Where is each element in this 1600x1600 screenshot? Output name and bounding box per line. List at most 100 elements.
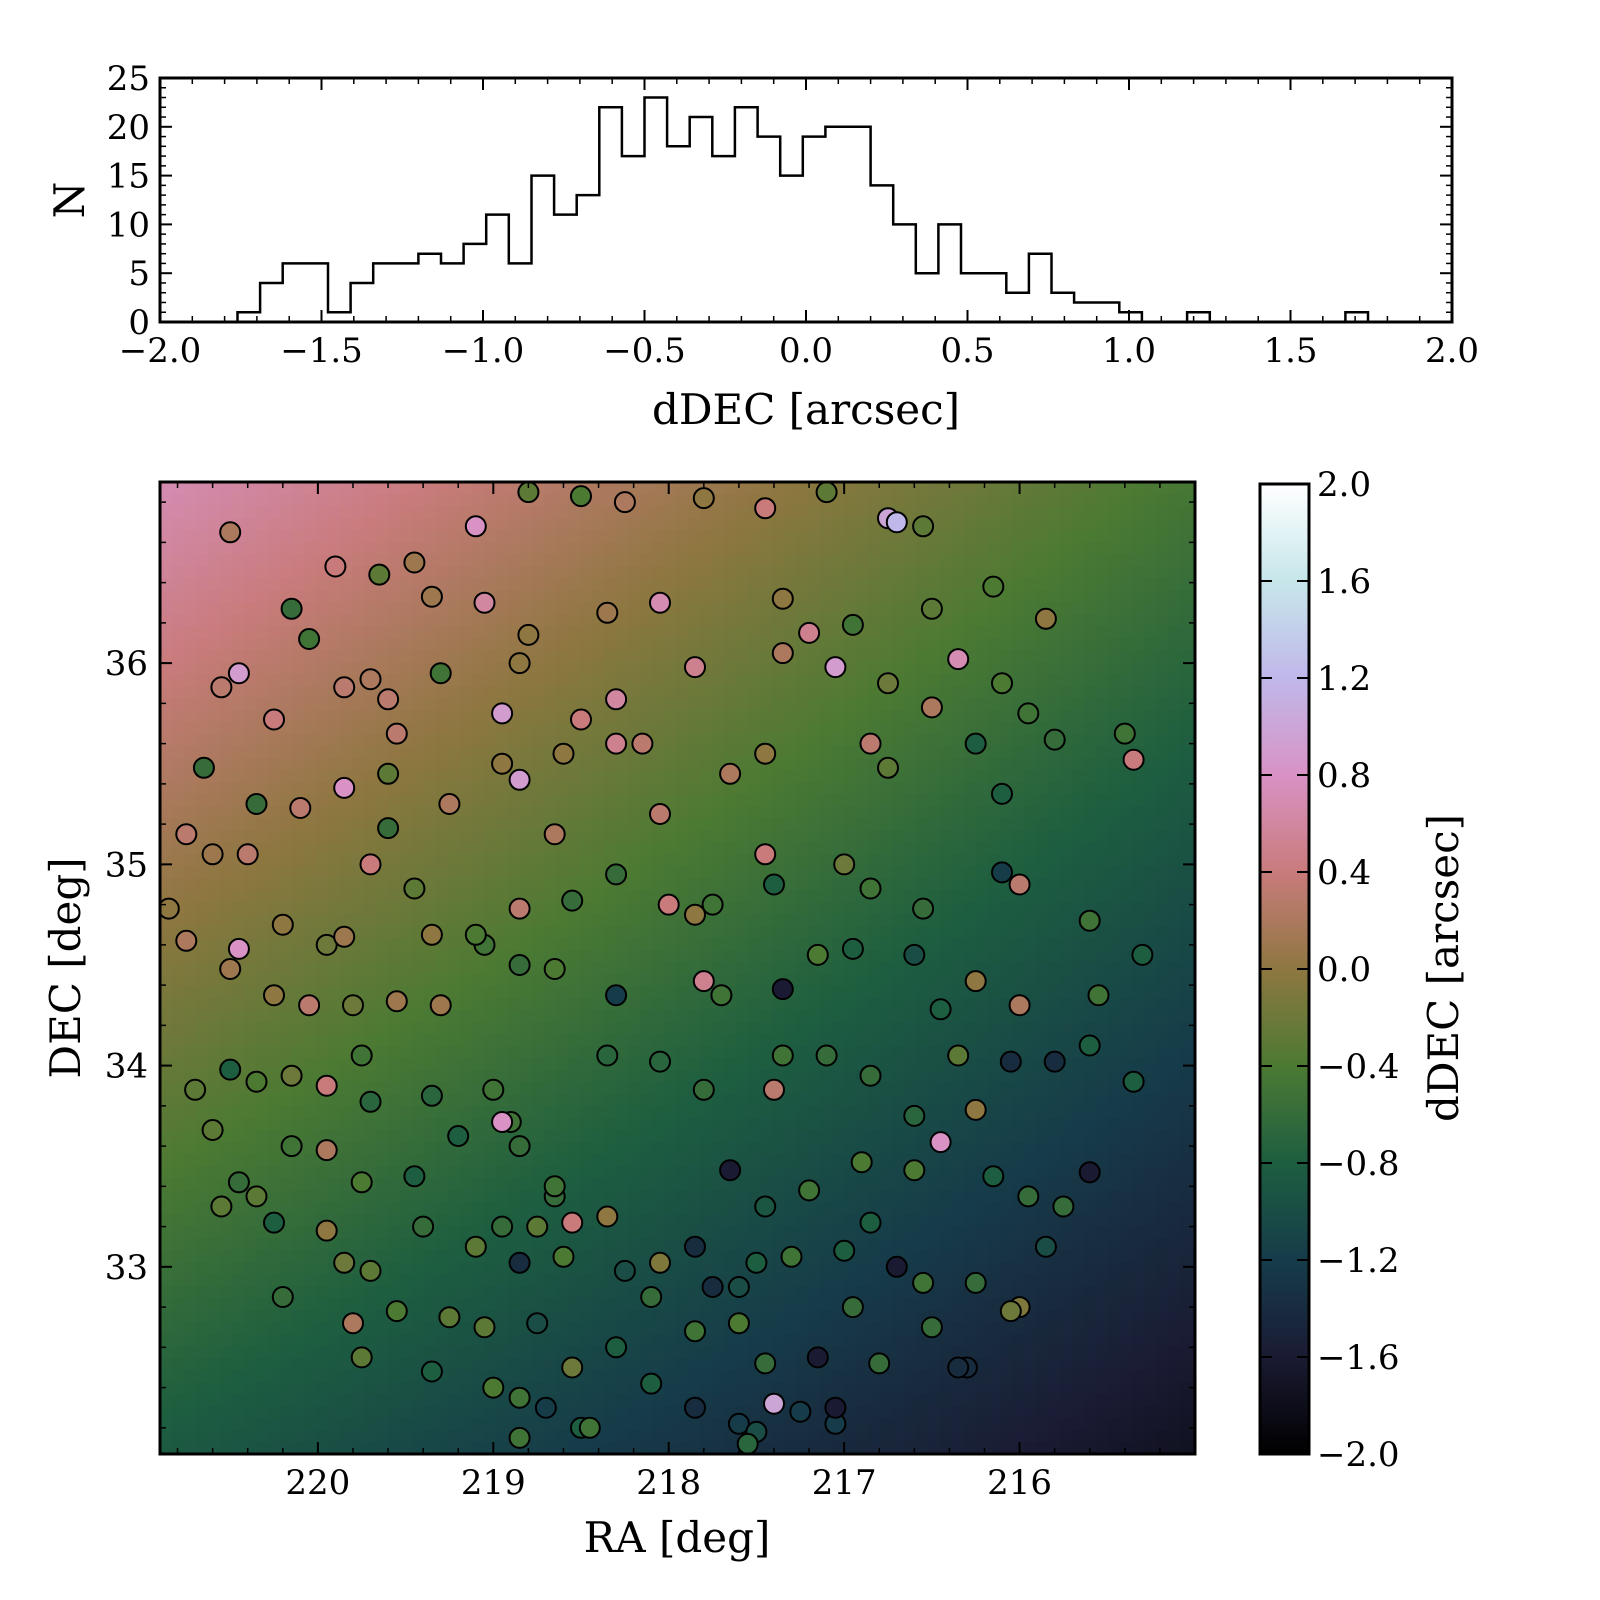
source-point bbox=[1017, 1185, 1040, 1208]
histogram-step-line bbox=[214, 96, 1370, 324]
source-point bbox=[508, 954, 531, 976]
source-point bbox=[806, 1346, 829, 1369]
source-point bbox=[236, 843, 259, 866]
source-point bbox=[464, 515, 487, 538]
source-point bbox=[763, 873, 785, 896]
source-point bbox=[289, 797, 312, 819]
source-point bbox=[885, 1255, 908, 1278]
source-point bbox=[552, 742, 575, 765]
source-point bbox=[175, 823, 198, 846]
source-point bbox=[526, 1312, 549, 1335]
source-point bbox=[1043, 1050, 1066, 1073]
source-point bbox=[841, 613, 864, 636]
source-point bbox=[815, 1044, 838, 1067]
source-point bbox=[359, 1090, 382, 1113]
source-point bbox=[771, 642, 794, 665]
source-point bbox=[1043, 728, 1066, 751]
source-point bbox=[561, 1356, 584, 1379]
source-point bbox=[763, 1392, 785, 1415]
source-point bbox=[754, 843, 777, 866]
source-point bbox=[877, 672, 899, 695]
source-point bbox=[605, 688, 628, 711]
source-point bbox=[982, 1165, 1005, 1188]
sky-map-background bbox=[160, 482, 1195, 1454]
source-point bbox=[377, 817, 400, 840]
source-point bbox=[227, 937, 250, 960]
source-point bbox=[368, 563, 391, 586]
source-point bbox=[508, 1386, 531, 1409]
source-point bbox=[701, 893, 724, 916]
source-point bbox=[482, 1078, 505, 1101]
source-point bbox=[324, 555, 347, 578]
colorbar-tick-label: 1.6 bbox=[1317, 562, 1371, 602]
sky-map-ticks: 220 219 218 217 216 33 34 35 36 bbox=[105, 482, 1196, 1503]
histogram-panel: −2.0 −1.5 −1.0 −0.5 0.0 0.5 1.0 1.5 2.0 0 5 10 15 20 2… bbox=[45, 59, 1479, 434]
sky-map-y-label: DEC [deg] bbox=[41, 857, 90, 1078]
histogram-x-tick-label: 0.5 bbox=[940, 331, 994, 371]
source-point bbox=[570, 708, 592, 731]
source-point bbox=[1008, 873, 1031, 896]
source-point bbox=[824, 656, 847, 679]
source-point bbox=[342, 1312, 364, 1335]
source-point bbox=[219, 1058, 242, 1081]
source-point bbox=[412, 1215, 435, 1238]
source-point bbox=[1078, 1034, 1101, 1057]
colorbar: 2.0 1.6 1.2 0.8 0.4 0.0 −0.4 −0.8 −1.2 −1.6 −2.0 d… bbox=[1258, 465, 1468, 1475]
sky-map-y-tick-label: 33 bbox=[105, 1248, 148, 1288]
source-point bbox=[815, 482, 838, 504]
source-point bbox=[684, 1235, 706, 1258]
source-point bbox=[859, 877, 882, 900]
source-point bbox=[219, 958, 242, 980]
source-point bbox=[245, 793, 268, 815]
source-point bbox=[1008, 994, 1031, 1017]
source-point bbox=[201, 843, 224, 866]
histogram-x-tick-label: −1.0 bbox=[442, 331, 525, 371]
source-point bbox=[692, 1078, 715, 1101]
source-point bbox=[429, 994, 452, 1017]
source-point bbox=[920, 1316, 943, 1339]
source-point bbox=[333, 676, 356, 699]
source-point bbox=[1078, 909, 1101, 932]
source-point bbox=[649, 1050, 671, 1073]
sky-map-x-label: RA [deg] bbox=[584, 1513, 771, 1562]
source-point bbox=[552, 1245, 575, 1268]
source-point bbox=[1034, 1235, 1057, 1258]
histogram-x-label: dDEC [arcsec] bbox=[652, 385, 960, 434]
source-point bbox=[877, 756, 899, 779]
source-point bbox=[227, 662, 250, 685]
source-point bbox=[806, 943, 829, 966]
source-point bbox=[508, 768, 531, 791]
source-point bbox=[420, 1360, 443, 1383]
source-point bbox=[245, 1185, 268, 1208]
source-point bbox=[684, 1396, 706, 1419]
sky-map-x-tick-label: 216 bbox=[987, 1463, 1052, 1503]
source-point bbox=[578, 1416, 601, 1439]
source-point bbox=[420, 585, 443, 608]
histogram-y-tick-label: 20 bbox=[107, 108, 150, 148]
source-point bbox=[684, 903, 706, 926]
source-point bbox=[929, 1131, 952, 1154]
source-point bbox=[482, 1376, 505, 1399]
sky-map-y-tick-label: 34 bbox=[105, 1047, 148, 1087]
source-point bbox=[684, 1320, 706, 1343]
histogram-x-tick-label: −1.5 bbox=[280, 331, 363, 371]
source-point bbox=[561, 889, 584, 912]
histogram-x-tick-label: −0.5 bbox=[603, 331, 686, 371]
source-point bbox=[727, 1312, 750, 1335]
source-point bbox=[201, 1119, 224, 1141]
source-point bbox=[640, 1372, 663, 1395]
source-point bbox=[1078, 1161, 1101, 1184]
source-point bbox=[605, 863, 628, 886]
histogram-y-tick-label: 0 bbox=[128, 303, 150, 343]
source-point bbox=[315, 1139, 338, 1162]
source-point bbox=[227, 1171, 250, 1194]
source-point bbox=[245, 1070, 268, 1093]
histogram-x-tick-label: 1.0 bbox=[1102, 331, 1156, 371]
source-point bbox=[210, 676, 233, 699]
source-point bbox=[605, 732, 628, 755]
histogram-x-tick-label: −2.0 bbox=[119, 331, 202, 371]
sky-map-panel: 220 219 218 217 216 33 34 35 36 RA [deg] DEC [de… bbox=[41, 480, 1197, 1562]
histogram-y-tick-label: 10 bbox=[107, 205, 150, 245]
colorbar-tick-label: −1.2 bbox=[1317, 1241, 1400, 1281]
sky-map-y-tick-label: 35 bbox=[105, 845, 148, 885]
